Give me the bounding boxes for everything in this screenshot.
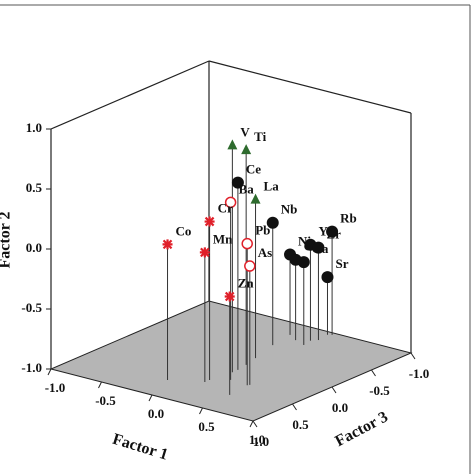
y-tick-label: 1.0 xyxy=(26,120,42,135)
point-label: Ba xyxy=(239,181,255,196)
point-label: Cr xyxy=(218,201,233,216)
marker xyxy=(321,271,334,284)
z-tick xyxy=(331,386,337,394)
point-label: Mn xyxy=(213,231,233,246)
point-label: Co xyxy=(176,223,192,238)
marker xyxy=(204,216,215,227)
x-tick-label: 0.5 xyxy=(198,419,215,434)
marker xyxy=(231,176,244,189)
x-axis-title: Factor 1 xyxy=(110,431,169,464)
marker xyxy=(241,237,253,250)
z-tick xyxy=(292,403,297,411)
point-label: Nb xyxy=(281,202,298,217)
y-axis-title: Factor 2 xyxy=(0,211,14,268)
x-tick-label: -0.5 xyxy=(95,393,116,408)
point-label: Y xyxy=(318,224,328,239)
x-tick xyxy=(148,394,153,402)
plot-box: -1.0 -0.5 0.0 0.5 1.0 -1.0 -0.5 0.0 0.5 1.0 -1.0 -0… xyxy=(0,60,430,464)
point-label: Ce xyxy=(246,162,261,177)
marker xyxy=(224,291,235,302)
z-tick xyxy=(410,352,416,360)
point-label: Pb xyxy=(255,223,270,238)
x-tick-label: -1.0 xyxy=(45,380,66,395)
point-label: V xyxy=(240,124,250,139)
x-tick-label: 1.0 xyxy=(249,432,265,447)
marker xyxy=(244,260,256,272)
marks: VTiLaCeNbNiCuYGaRbZrSrBaPbAsCrCoMnZn xyxy=(162,124,357,395)
x-tick xyxy=(98,381,102,389)
point-label: As xyxy=(258,245,272,260)
marker xyxy=(227,139,238,150)
y-tick-label: 0.5 xyxy=(26,180,43,195)
point-label: Sr xyxy=(335,256,348,271)
z-tick-label: -1.0 xyxy=(409,366,430,381)
z-tick-label: -0.5 xyxy=(369,383,390,398)
marker xyxy=(312,241,325,254)
y-tick-label: 0.0 xyxy=(26,240,42,255)
x-tick-label: 0.0 xyxy=(148,406,164,421)
marker xyxy=(162,239,173,250)
x-tick xyxy=(249,420,254,428)
y-tick-label: -1.0 xyxy=(21,360,42,375)
z-tick-label: 0.0 xyxy=(332,400,348,415)
marker xyxy=(297,256,310,269)
box-edge xyxy=(208,60,412,114)
z-tick-label: 0.5 xyxy=(292,417,309,432)
point-label: Zr xyxy=(326,227,341,242)
marker xyxy=(266,216,279,229)
z-tick xyxy=(252,420,258,428)
box-edge xyxy=(50,60,210,130)
marker xyxy=(241,144,252,155)
point-label: Rb xyxy=(340,211,357,226)
z-tick-label: 1.0 xyxy=(253,434,269,449)
z-tick xyxy=(371,369,376,377)
marker xyxy=(326,225,339,238)
marker xyxy=(199,247,210,258)
point-label: La xyxy=(264,179,280,194)
x-tick xyxy=(47,368,52,376)
y-tick-label: -0.5 xyxy=(21,300,42,315)
marker xyxy=(224,196,237,209)
marker xyxy=(250,193,261,204)
point-label: Ti xyxy=(254,129,266,144)
point-label: Zn xyxy=(238,275,255,290)
x-tick xyxy=(199,407,203,415)
